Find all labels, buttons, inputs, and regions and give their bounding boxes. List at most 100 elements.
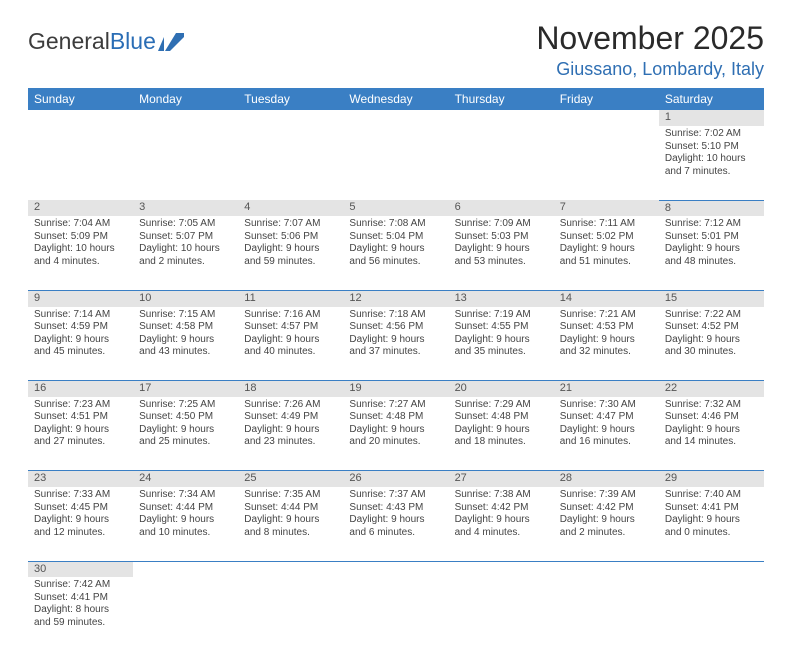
day-cell	[133, 577, 238, 651]
day-number-row: 9101112131415	[28, 290, 764, 306]
day-number-cell: 26	[343, 471, 448, 487]
day-details: Sunrise: 7:27 AMSunset: 4:48 PMDaylight:…	[343, 397, 448, 453]
logo-text-general: General	[28, 28, 110, 55]
weekday-header: Saturday	[659, 88, 764, 110]
day-number-cell	[133, 561, 238, 577]
day-cell: Sunrise: 7:30 AMSunset: 4:47 PMDaylight:…	[554, 397, 659, 471]
day-cell: Sunrise: 7:04 AMSunset: 5:09 PMDaylight:…	[28, 216, 133, 290]
day-cell: Sunrise: 7:39 AMSunset: 4:42 PMDaylight:…	[554, 487, 659, 561]
day-number-cell: 15	[659, 290, 764, 306]
day-cell	[133, 126, 238, 200]
day-number-cell: 30	[28, 561, 133, 577]
day-number-cell	[659, 561, 764, 577]
calendar-body: 1Sunrise: 7:02 AMSunset: 5:10 PMDaylight…	[28, 110, 764, 651]
day-cell: Sunrise: 7:27 AMSunset: 4:48 PMDaylight:…	[343, 397, 448, 471]
day-number-row: 16171819202122	[28, 381, 764, 397]
location: Giussano, Lombardy, Italy	[536, 59, 764, 80]
day-cell: Sunrise: 7:37 AMSunset: 4:43 PMDaylight:…	[343, 487, 448, 561]
day-content-row: Sunrise: 7:33 AMSunset: 4:45 PMDaylight:…	[28, 487, 764, 561]
day-cell	[659, 577, 764, 651]
day-cell	[554, 577, 659, 651]
day-cell: Sunrise: 7:16 AMSunset: 4:57 PMDaylight:…	[238, 307, 343, 381]
day-cell: Sunrise: 7:23 AMSunset: 4:51 PMDaylight:…	[28, 397, 133, 471]
day-number-cell: 1	[659, 110, 764, 126]
day-details: Sunrise: 7:12 AMSunset: 5:01 PMDaylight:…	[659, 216, 764, 272]
day-details: Sunrise: 7:04 AMSunset: 5:09 PMDaylight:…	[28, 216, 133, 272]
day-number-cell: 18	[238, 381, 343, 397]
day-cell: Sunrise: 7:12 AMSunset: 5:01 PMDaylight:…	[659, 216, 764, 290]
weekday-header: Sunday	[28, 88, 133, 110]
day-details: Sunrise: 7:05 AMSunset: 5:07 PMDaylight:…	[133, 216, 238, 272]
day-number-cell: 28	[554, 471, 659, 487]
day-cell: Sunrise: 7:15 AMSunset: 4:58 PMDaylight:…	[133, 307, 238, 381]
day-number-cell: 23	[28, 471, 133, 487]
day-cell: Sunrise: 7:07 AMSunset: 5:06 PMDaylight:…	[238, 216, 343, 290]
day-number-cell	[28, 110, 133, 126]
day-details: Sunrise: 7:18 AMSunset: 4:56 PMDaylight:…	[343, 307, 448, 363]
day-number-cell	[449, 561, 554, 577]
day-cell: Sunrise: 7:34 AMSunset: 4:44 PMDaylight:…	[133, 487, 238, 561]
day-cell	[28, 126, 133, 200]
day-cell: Sunrise: 7:08 AMSunset: 5:04 PMDaylight:…	[343, 216, 448, 290]
day-cell: Sunrise: 7:26 AMSunset: 4:49 PMDaylight:…	[238, 397, 343, 471]
day-number-cell: 24	[133, 471, 238, 487]
day-number-cell	[343, 110, 448, 126]
calendar-table: SundayMondayTuesdayWednesdayThursdayFrid…	[28, 88, 764, 651]
day-details: Sunrise: 7:19 AMSunset: 4:55 PMDaylight:…	[449, 307, 554, 363]
day-cell: Sunrise: 7:29 AMSunset: 4:48 PMDaylight:…	[449, 397, 554, 471]
weekday-header-row: SundayMondayTuesdayWednesdayThursdayFrid…	[28, 88, 764, 110]
day-details: Sunrise: 7:11 AMSunset: 5:02 PMDaylight:…	[554, 216, 659, 272]
day-number-cell: 8	[659, 200, 764, 216]
weekday-header: Thursday	[449, 88, 554, 110]
weekday-header: Tuesday	[238, 88, 343, 110]
day-details: Sunrise: 7:26 AMSunset: 4:49 PMDaylight:…	[238, 397, 343, 453]
day-cell	[449, 577, 554, 651]
day-details: Sunrise: 7:15 AMSunset: 4:58 PMDaylight:…	[133, 307, 238, 363]
day-number-cell: 12	[343, 290, 448, 306]
day-details: Sunrise: 7:37 AMSunset: 4:43 PMDaylight:…	[343, 487, 448, 543]
day-cell	[449, 126, 554, 200]
day-details: Sunrise: 7:32 AMSunset: 4:46 PMDaylight:…	[659, 397, 764, 453]
day-details: Sunrise: 7:38 AMSunset: 4:42 PMDaylight:…	[449, 487, 554, 543]
day-cell: Sunrise: 7:14 AMSunset: 4:59 PMDaylight:…	[28, 307, 133, 381]
day-content-row: Sunrise: 7:42 AMSunset: 4:41 PMDaylight:…	[28, 577, 764, 651]
logo: GeneralBlue	[28, 20, 184, 55]
day-number-row: 23242526272829	[28, 471, 764, 487]
day-cell: Sunrise: 7:40 AMSunset: 4:41 PMDaylight:…	[659, 487, 764, 561]
day-cell: Sunrise: 7:33 AMSunset: 4:45 PMDaylight:…	[28, 487, 133, 561]
day-number-cell	[449, 110, 554, 126]
day-number-cell: 21	[554, 381, 659, 397]
day-details: Sunrise: 7:21 AMSunset: 4:53 PMDaylight:…	[554, 307, 659, 363]
title-block: November 2025 Giussano, Lombardy, Italy	[536, 20, 764, 80]
day-number-cell: 2	[28, 200, 133, 216]
day-number-cell	[343, 561, 448, 577]
day-cell: Sunrise: 7:22 AMSunset: 4:52 PMDaylight:…	[659, 307, 764, 381]
day-number-cell: 19	[343, 381, 448, 397]
day-cell: Sunrise: 7:11 AMSunset: 5:02 PMDaylight:…	[554, 216, 659, 290]
day-number-cell: 9	[28, 290, 133, 306]
day-details: Sunrise: 7:33 AMSunset: 4:45 PMDaylight:…	[28, 487, 133, 543]
day-number-row: 30	[28, 561, 764, 577]
day-cell	[238, 126, 343, 200]
day-content-row: Sunrise: 7:14 AMSunset: 4:59 PMDaylight:…	[28, 307, 764, 381]
day-cell	[238, 577, 343, 651]
day-details: Sunrise: 7:07 AMSunset: 5:06 PMDaylight:…	[238, 216, 343, 272]
day-details: Sunrise: 7:23 AMSunset: 4:51 PMDaylight:…	[28, 397, 133, 453]
day-number-cell: 5	[343, 200, 448, 216]
day-cell: Sunrise: 7:09 AMSunset: 5:03 PMDaylight:…	[449, 216, 554, 290]
day-details: Sunrise: 7:34 AMSunset: 4:44 PMDaylight:…	[133, 487, 238, 543]
month-title: November 2025	[536, 20, 764, 57]
day-number-cell: 6	[449, 200, 554, 216]
day-cell: Sunrise: 7:21 AMSunset: 4:53 PMDaylight:…	[554, 307, 659, 381]
day-number-row: 1	[28, 110, 764, 126]
day-number-cell	[554, 110, 659, 126]
day-content-row: Sunrise: 7:04 AMSunset: 5:09 PMDaylight:…	[28, 216, 764, 290]
day-number-cell: 27	[449, 471, 554, 487]
day-details: Sunrise: 7:22 AMSunset: 4:52 PMDaylight:…	[659, 307, 764, 363]
day-cell: Sunrise: 7:18 AMSunset: 4:56 PMDaylight:…	[343, 307, 448, 381]
logo-text-blue: Blue	[110, 28, 156, 55]
day-cell: Sunrise: 7:02 AMSunset: 5:10 PMDaylight:…	[659, 126, 764, 200]
weekday-header: Monday	[133, 88, 238, 110]
day-number-cell	[238, 110, 343, 126]
header: GeneralBlue November 2025 Giussano, Lomb…	[28, 20, 764, 80]
